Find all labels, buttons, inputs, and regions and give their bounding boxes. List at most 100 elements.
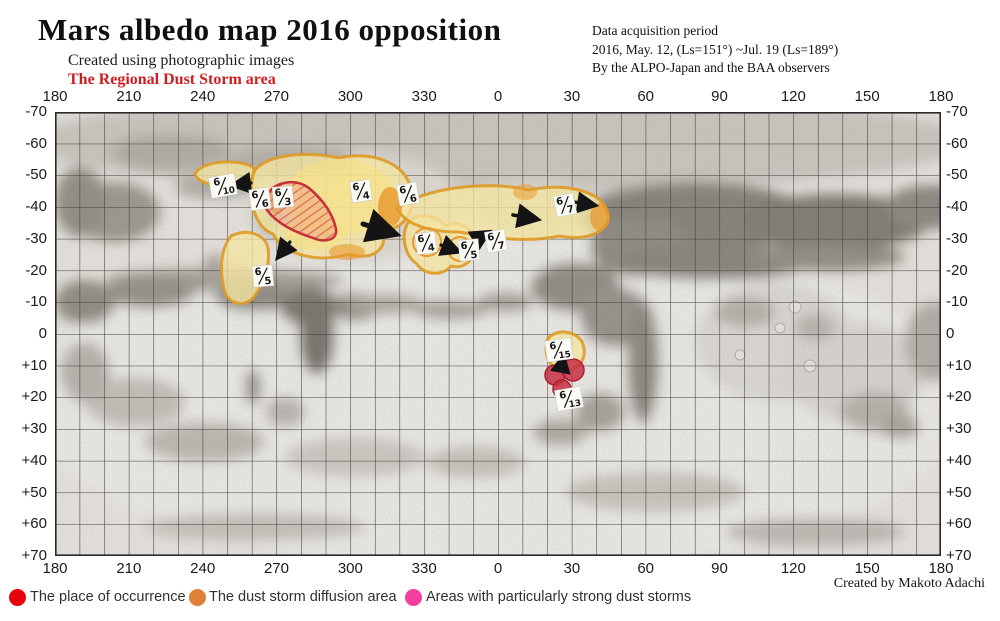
lat-tick-left: -70 xyxy=(25,103,47,120)
svg-text:6: 6 xyxy=(254,267,262,279)
lat-tick-right: -20 xyxy=(946,261,968,279)
svg-text:5: 5 xyxy=(264,276,272,288)
mars-albedo-map: 6 10 6 6 6 3 6 4 6 6 xyxy=(55,112,942,556)
page-title: Mars albedo map 2016 opposition xyxy=(38,12,502,47)
lat-tick-right: -70 xyxy=(946,103,968,120)
storm-date-label: 6 7 xyxy=(484,228,508,254)
storm-date-label: 6 4 xyxy=(414,230,438,256)
svg-text:6: 6 xyxy=(409,193,418,205)
lat-tick-left: +20 xyxy=(21,388,47,406)
svg-text:6: 6 xyxy=(251,190,259,202)
lon-tick-bottom: 270 xyxy=(263,560,289,577)
lat-tick-right: +10 xyxy=(946,356,972,374)
lat-tick-left: +50 xyxy=(21,483,47,501)
diffusion-arrow xyxy=(511,203,543,229)
lon-tick-top: 120 xyxy=(780,88,806,105)
lon-tick-bottom: 180 xyxy=(42,560,68,577)
lon-tick-top: 90 xyxy=(711,88,728,105)
lat-tick-left: -20 xyxy=(25,261,47,279)
diffusion-dot-icon xyxy=(188,588,207,612)
regional-dust-storm-note: The Regional Dust Storm area xyxy=(68,71,276,88)
diffusion-arrow xyxy=(572,191,600,214)
strong-dust-spot xyxy=(561,358,585,382)
svg-text:10: 10 xyxy=(222,185,236,197)
lon-tick-bottom: 210 xyxy=(116,560,142,577)
lon-tick-top: 240 xyxy=(190,88,216,105)
diffusion-arrows xyxy=(228,171,600,375)
lon-tick-bottom: 90 xyxy=(711,560,728,577)
data-acquisition-block: Data acquisition period 2016, May. 12, (… xyxy=(592,22,838,78)
lat-tick-left: +10 xyxy=(21,356,47,374)
lat-tick-right: +40 xyxy=(946,451,972,469)
svg-text:4: 4 xyxy=(362,190,370,202)
diffusion-arrow xyxy=(438,234,463,256)
lon-tick-top: 210 xyxy=(116,88,142,105)
svg-text:6: 6 xyxy=(486,232,495,244)
lon-tick-top: 300 xyxy=(337,88,363,105)
lon-tick-bottom: 330 xyxy=(411,560,437,577)
lon-tick-bottom: 0 xyxy=(493,560,503,577)
page-subtitle: Created using photographic images xyxy=(68,52,295,69)
svg-text:7: 7 xyxy=(497,240,506,252)
storm-date-label: 6 3 xyxy=(271,185,295,209)
lat-tick-left: -10 xyxy=(25,293,47,311)
lat-tick-left: -50 xyxy=(25,166,47,184)
lat-tick-right: +50 xyxy=(946,483,972,501)
lat-tick-right: -60 xyxy=(946,134,968,152)
lon-tick-top: 180 xyxy=(928,88,954,105)
lat-tick-right: +20 xyxy=(946,388,972,406)
lon-tick-bottom: 150 xyxy=(854,560,880,577)
lon-tick-top: 60 xyxy=(637,88,654,105)
svg-text:6: 6 xyxy=(549,341,557,353)
diffusion-arrow xyxy=(275,236,298,262)
lat-tick-left: +60 xyxy=(21,515,47,533)
lon-tick-top: 30 xyxy=(563,88,581,105)
svg-text:6: 6 xyxy=(558,390,567,402)
storm-date-label: 6 5 xyxy=(457,238,481,262)
lat-tick-left: -40 xyxy=(25,198,47,216)
diffusion-arrow xyxy=(360,208,402,243)
storm-date-label: 6 7 xyxy=(552,192,578,218)
lon-tick-bottom: 180 xyxy=(928,560,954,577)
lat-tick-right: +70 xyxy=(946,546,972,564)
svg-text:6: 6 xyxy=(555,196,564,208)
lat-tick-right: +30 xyxy=(946,420,972,438)
svg-text:15: 15 xyxy=(558,350,572,362)
lon-tick-bottom: 30 xyxy=(563,560,581,577)
grid-overlay xyxy=(55,112,941,556)
diffusion-arrow xyxy=(228,171,253,195)
lon-tick-bottom: 240 xyxy=(190,560,216,577)
lon-tick-top: 0 xyxy=(493,88,503,105)
acquisition-line-1: Data acquisition period xyxy=(592,23,718,38)
credit: Created by Makoto Adachi xyxy=(833,576,985,591)
storm-date-label: 6 13 xyxy=(554,385,584,412)
lat-tick-right: -50 xyxy=(946,166,968,184)
lon-tick-bottom: 120 xyxy=(780,560,806,577)
lon-tick-top: 330 xyxy=(411,88,437,105)
acquisition-line-3: By the ALPO-Japan and the BAA observers xyxy=(592,60,830,76)
lat-tick-left: -30 xyxy=(25,229,47,247)
svg-text:6: 6 xyxy=(212,177,221,189)
legend-label-diffusion: The dust storm diffusion area xyxy=(209,589,397,605)
lon-tick-top: 150 xyxy=(854,88,880,105)
svg-text:6: 6 xyxy=(398,185,407,197)
legend-label-strong: Areas with particularly strong dust stor… xyxy=(426,589,692,605)
svg-text:4: 4 xyxy=(427,242,435,254)
lon-tick-top: 180 xyxy=(42,88,68,105)
lon-tick-top: 270 xyxy=(263,88,289,105)
legend: The place of occurrence The dust storm d… xyxy=(0,586,1000,610)
storm-date-labels: 6 10 6 6 6 3 6 4 6 6 xyxy=(208,172,584,412)
lat-tick-left: +70 xyxy=(21,546,47,564)
svg-text:3: 3 xyxy=(284,197,292,209)
svg-text:6: 6 xyxy=(417,234,425,246)
storm-date-label: 6 15 xyxy=(544,337,574,363)
lat-tick-right: -40 xyxy=(946,198,968,216)
lon-tick-bottom: 60 xyxy=(637,560,654,577)
svg-text:13: 13 xyxy=(568,398,582,410)
svg-text:6: 6 xyxy=(261,198,269,210)
svg-text:6: 6 xyxy=(460,241,468,253)
lat-tick-left: +40 xyxy=(21,451,47,469)
lat-tick-left: +30 xyxy=(21,420,47,438)
acquisition-line-2: 2016, May. 12, (Ls=151°) ~Jul. 19 (Ls=18… xyxy=(592,41,839,57)
